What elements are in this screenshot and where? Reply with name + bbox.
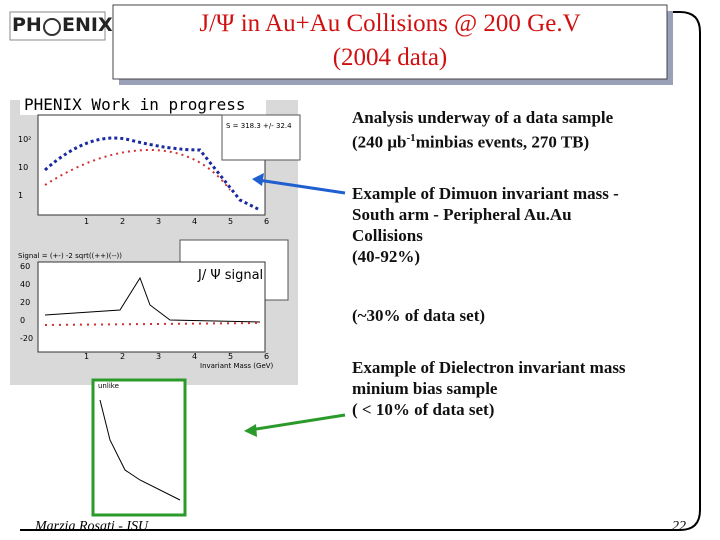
inset-data	[99, 399, 181, 501]
arrow	[249, 413, 346, 432]
x-tick-label: 6	[264, 352, 270, 361]
upper-data	[44, 148, 231, 191]
lower-data	[44, 322, 261, 326]
formula-text: Signal = (+-) -2 sqrt((++)(--))	[18, 252, 122, 260]
inset-plot	[91, 378, 187, 517]
x-tick-label: 1	[84, 217, 90, 226]
stat-box	[221, 114, 301, 161]
y-tick-label: 20	[20, 298, 31, 307]
bullet-text: Example of Dielectron invariant mass	[352, 358, 626, 377]
x-tick-label: 5	[228, 352, 234, 361]
bullet-text: (40-92%)	[352, 247, 420, 266]
y-tick-label: 10²	[18, 135, 32, 144]
y-tick-label: 40	[20, 280, 31, 289]
x-tick-label: 3	[156, 352, 162, 361]
text: μb	[387, 132, 407, 152]
footer-page: 22	[672, 519, 686, 534]
logo-left: PH	[12, 14, 42, 36]
bullet-text: minium bias sample	[352, 379, 498, 398]
y-tick-label: 10	[18, 163, 29, 172]
bullet-text: ( < 10% of data set)	[352, 400, 495, 419]
stat-text: S = 318.3 +/- 32.4	[226, 122, 292, 130]
x-tick-label: 1	[84, 352, 90, 361]
lower-fit	[44, 276, 261, 323]
bullet-text: Example of Dimuon invariant mass -	[352, 184, 619, 203]
x-axis-label: Invariant Mass (GeV)	[200, 362, 274, 370]
y-tick-label: 60	[20, 262, 31, 271]
arrowhead	[252, 173, 264, 186]
bullet-text: Analysis underway of a data sample	[352, 108, 614, 127]
arrowhead	[244, 424, 257, 437]
text: minbias events, 270 TB)	[415, 132, 590, 152]
upper-data	[44, 136, 261, 212]
y-tick-label: -20	[20, 334, 34, 343]
x-tick-label: 6	[264, 217, 270, 226]
title-box	[112, 4, 668, 80]
bullet-text: South arm - Peripheral Au.Au	[352, 205, 572, 224]
x-tick-label: 4	[192, 217, 198, 226]
bullet-text: (240 μb-1minbias events, 270 TB)	[352, 128, 589, 153]
bullet-text: (~30% of data set)	[352, 306, 486, 325]
y-tick-label: 1	[18, 191, 24, 200]
logo-mark	[43, 18, 61, 36]
banner-bg	[20, 93, 266, 115]
title: (2004 data)	[332, 44, 448, 71]
superscript: -1	[406, 132, 416, 144]
footer-author: Marzia Rosati - ISU	[35, 519, 149, 534]
x-tick-label: 2	[120, 217, 126, 226]
lower-plot	[37, 261, 266, 353]
bullet-text: Collisions	[352, 226, 423, 245]
logo-right: ENIX	[62, 14, 113, 36]
y-tick-label: 0	[20, 316, 26, 325]
x-tick-label: 5	[228, 217, 234, 226]
callout-text: J/ Ψ signal	[198, 268, 264, 283]
x-tick-label: 4	[192, 352, 198, 361]
logo-box	[9, 11, 106, 41]
title: J/Ψ in Au+Au Collisions @ 200 Ge.V	[199, 10, 581, 37]
inset-label: unlike	[98, 382, 119, 390]
frame	[20, 11, 701, 531]
arrow	[257, 178, 346, 195]
plot-banner: PHENIX Work in progress	[24, 95, 246, 114]
x-tick-label: 3	[156, 217, 162, 226]
x-tick-label: 2	[120, 352, 126, 361]
text: (240	[352, 132, 388, 152]
